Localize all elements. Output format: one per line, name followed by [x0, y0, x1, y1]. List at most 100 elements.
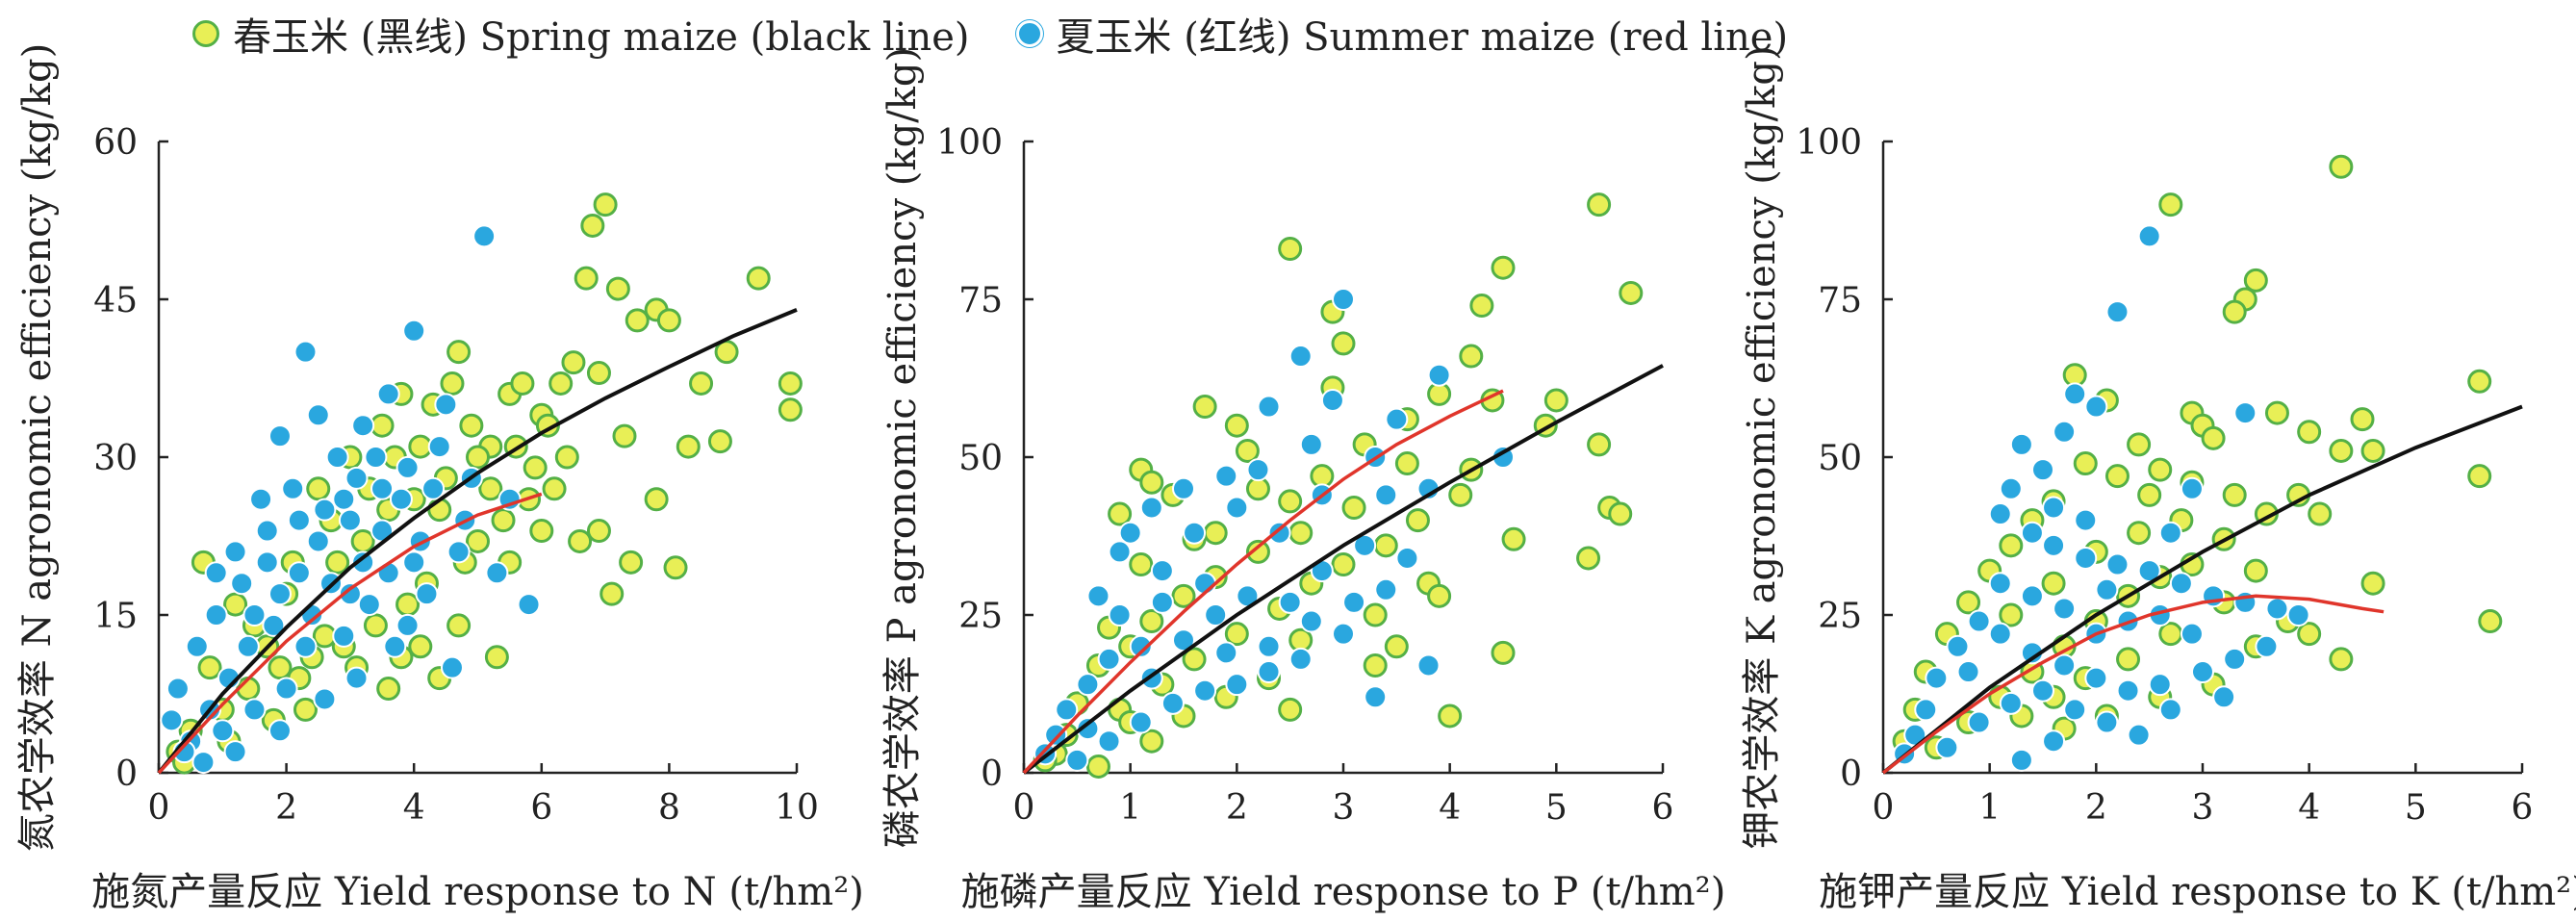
- summer-point: [1204, 603, 1228, 627]
- summer-point: [344, 666, 369, 690]
- spring-point: [312, 624, 337, 649]
- legend-item-spring: 春玉米 (黑线) Spring maize (black line): [192, 6, 970, 62]
- spring-point: [1448, 482, 1473, 507]
- summer-point: [230, 572, 254, 596]
- summer-point: [370, 476, 395, 500]
- spring-point: [1192, 395, 1217, 420]
- summer-point: [402, 319, 426, 343]
- summer-point: [262, 613, 286, 637]
- spring-fit-line: [1022, 364, 1664, 775]
- summer-point: [1374, 577, 1398, 601]
- spring-point: [2478, 609, 2503, 634]
- summer-point: [2191, 660, 2214, 684]
- summer-point: [427, 435, 451, 459]
- spring-point: [529, 519, 554, 544]
- summer-fit-line: [1022, 389, 1504, 775]
- summer-point: [1225, 673, 1249, 697]
- summer-point: [1999, 691, 2023, 715]
- summer-point: [2116, 678, 2140, 703]
- x-axis-label: 施钾产量反应 Yield response to K (t/hm²): [1819, 870, 2576, 914]
- spring-point: [223, 592, 248, 617]
- spring-point: [663, 555, 688, 580]
- summer-point: [255, 519, 279, 543]
- y-tick-label: 0: [1840, 755, 1862, 794]
- spring-point: [1608, 501, 1633, 526]
- y-tick-label: 30: [93, 439, 138, 478]
- spring-point: [1139, 470, 1164, 495]
- summer-point: [1299, 432, 1323, 456]
- spring-point: [2243, 268, 2268, 293]
- spring-point: [586, 361, 611, 386]
- spring-point: [1363, 652, 1388, 678]
- spring-point: [408, 434, 433, 459]
- summer-point: [1076, 673, 1100, 697]
- summer-point: [2095, 710, 2119, 734]
- spring-point: [644, 487, 669, 512]
- summer-point: [1214, 641, 1238, 665]
- summer-point: [281, 476, 305, 500]
- summer-point: [1257, 634, 1281, 658]
- summer-point: [2105, 552, 2130, 576]
- x-tick-label: 1: [1978, 788, 2001, 828]
- spring-point: [395, 592, 421, 617]
- summer-point: [338, 582, 362, 606]
- summer-point: [1385, 407, 1409, 431]
- summer-point: [383, 634, 407, 658]
- x-tick-label: 8: [658, 788, 680, 828]
- spring-point: [1288, 521, 1314, 546]
- summer-point: [1044, 723, 1068, 747]
- summer-fit-line: [157, 492, 543, 775]
- spring-point: [1459, 344, 1484, 369]
- spring-point: [2329, 438, 2354, 463]
- spring-point: [370, 413, 395, 438]
- summer-point: [2158, 698, 2182, 722]
- spring-point: [306, 476, 331, 501]
- summer-point: [2020, 521, 2044, 545]
- spring-point: [2467, 369, 2492, 394]
- spring-point: [1427, 583, 1452, 608]
- spring-point: [2158, 192, 2183, 217]
- summer-point: [485, 561, 509, 585]
- y-tick-label: 75: [1818, 281, 1862, 320]
- summer-point: [1160, 691, 1185, 715]
- spring-point: [548, 371, 574, 396]
- spring-point: [2350, 407, 2375, 432]
- spring-point: [1619, 280, 1644, 305]
- spring-point: [1491, 640, 1516, 665]
- y-axis-label: 磷农学效率 P agronomic efficiency (kg/kg): [880, 47, 925, 848]
- summer-point: [2074, 508, 2098, 532]
- summer-point: [1225, 496, 1249, 520]
- summer-point: [357, 593, 381, 617]
- summer-point: [446, 540, 471, 564]
- x-tick-label: 4: [1439, 788, 1461, 828]
- summer-point: [2180, 476, 2204, 500]
- summer-point: [1395, 546, 1419, 570]
- summer-point: [1914, 698, 1938, 722]
- spring-point: [1999, 602, 2024, 627]
- y-tick-label: 100: [936, 123, 1003, 163]
- summer-point: [2137, 224, 2161, 248]
- summer-point: [332, 624, 356, 648]
- spring-point: [1469, 294, 1494, 319]
- spring-point: [580, 213, 605, 238]
- summer-point: [1925, 666, 1949, 690]
- spring-point: [1129, 552, 1154, 577]
- y-tick-label: 75: [958, 281, 1003, 320]
- summer-point: [2158, 521, 2182, 545]
- y-tick-label: 45: [93, 281, 138, 320]
- spring-point: [656, 308, 681, 333]
- spring-point: [2073, 451, 2098, 476]
- x-tick-label: 1: [1119, 788, 1141, 828]
- spring-point: [1278, 489, 1303, 514]
- summer-point: [160, 708, 184, 732]
- summer-point: [415, 582, 439, 606]
- y-tick-label: 100: [1796, 123, 1862, 163]
- spring-point: [542, 476, 567, 501]
- spring-point: [1438, 704, 1463, 729]
- y-tick-label: 25: [958, 597, 1003, 636]
- x-axis-label: 施氮产量反应 Yield response to N (t/hm²): [91, 870, 864, 914]
- summer-point: [2084, 395, 2108, 419]
- summer-point: [1999, 476, 2023, 500]
- spring-point: [1543, 388, 1569, 413]
- spring-point: [599, 581, 625, 606]
